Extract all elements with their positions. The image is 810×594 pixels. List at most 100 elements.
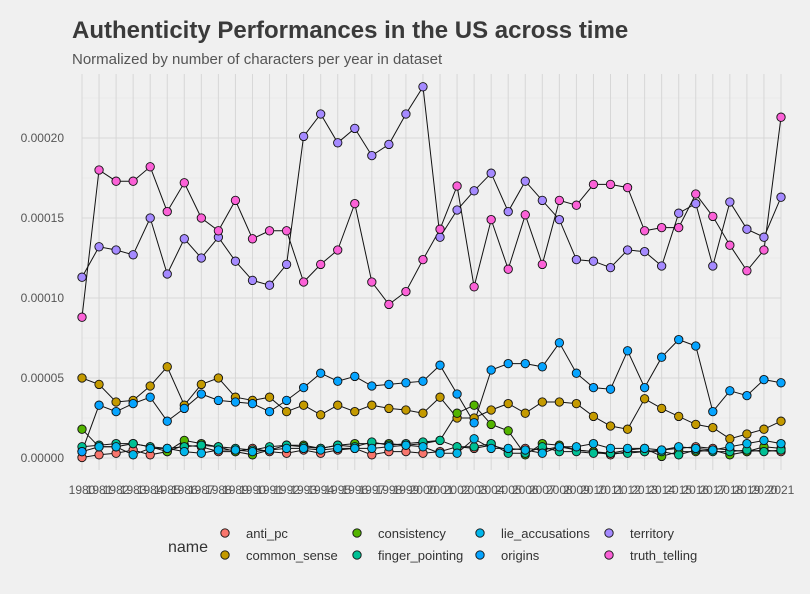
x-tick-label: 2011	[598, 483, 624, 497]
data-point-common_sense	[384, 403, 394, 414]
data-point-territory	[111, 245, 121, 255]
data-point-truth_telling	[401, 286, 411, 297]
series-points	[77, 82, 786, 463]
legend-key-origins	[475, 550, 485, 560]
data-point-lie_accusations	[196, 448, 206, 458]
data-point-territory	[264, 280, 275, 290]
data-point-consistency	[503, 426, 513, 436]
data-point-lie_accusations	[674, 442, 684, 452]
data-point-lie_accusations	[418, 442, 428, 452]
data-point-consistency	[77, 424, 87, 434]
data-point-common_sense	[418, 408, 428, 418]
data-point-truth_telling	[776, 112, 786, 122]
data-point-truth_telling	[469, 282, 479, 292]
data-point-truth_telling	[571, 200, 582, 210]
data-point-origins	[264, 406, 275, 417]
data-point-lie_accusations	[128, 450, 138, 460]
data-point-lie_accusations	[162, 443, 172, 454]
data-point-territory	[452, 205, 462, 215]
data-point-common_sense	[350, 406, 360, 417]
x-tick-label: 2002	[444, 483, 471, 497]
legend-key-territory	[604, 528, 614, 538]
data-point-origins	[179, 403, 189, 414]
data-point-territory	[742, 224, 752, 234]
data-point-origins	[333, 376, 343, 386]
data-point-origins	[571, 368, 582, 378]
data-point-truth_telling	[759, 245, 769, 255]
data-point-truth_telling	[537, 259, 547, 270]
data-point-territory	[316, 109, 326, 119]
data-point-common_sense	[281, 406, 292, 417]
data-point-origins	[162, 416, 172, 426]
data-point-lie_accusations	[657, 445, 667, 455]
data-point-lie_accusations	[435, 448, 445, 458]
data-point-truth_telling	[708, 211, 718, 222]
data-point-consistency	[452, 408, 462, 418]
data-point-origins	[588, 382, 599, 393]
x-tick-label: 2019	[734, 483, 761, 497]
data-point-territory	[639, 246, 650, 257]
x-tick-label: 1989	[222, 483, 249, 497]
x-tick-label: 1986	[171, 483, 198, 497]
legend-title: name	[168, 539, 208, 556]
x-tick-label: 2020	[751, 483, 778, 497]
x-tick-label: 2016	[682, 483, 709, 497]
data-point-territory	[776, 192, 786, 202]
data-point-origins	[725, 386, 735, 396]
data-point-lie_accusations	[452, 448, 462, 458]
legend-label-origins: origins	[501, 548, 540, 563]
data-point-common_sense	[401, 405, 411, 415]
data-point-common_sense	[264, 392, 275, 402]
legend-label-truth_telling: truth_telling	[630, 548, 697, 563]
data-point-common_sense	[605, 421, 616, 431]
data-point-common_sense	[691, 419, 701, 430]
data-point-truth_telling	[196, 213, 206, 223]
x-tick-label: 2003	[461, 483, 488, 497]
data-point-origins	[469, 418, 479, 428]
data-point-lie_accusations	[622, 443, 633, 454]
data-point-truth_telling	[162, 206, 172, 217]
data-point-lie_accusations	[111, 442, 121, 452]
data-point-common_sense	[145, 381, 155, 391]
data-point-truth_telling	[435, 224, 445, 234]
data-point-lie_accusations	[179, 446, 189, 457]
data-point-territory	[725, 197, 735, 207]
data-point-finger_pointing	[674, 450, 684, 460]
data-point-territory	[77, 272, 87, 282]
data-point-truth_telling	[725, 240, 735, 250]
data-point-territory	[298, 131, 309, 142]
data-point-origins	[622, 346, 633, 356]
data-point-truth_telling	[639, 226, 650, 236]
data-point-territory	[230, 256, 241, 266]
data-point-origins	[350, 371, 360, 382]
data-point-truth_telling	[247, 234, 258, 244]
data-point-truth_telling	[179, 178, 189, 188]
x-tick-label: 2015	[665, 483, 692, 497]
legend-label-lie_accusations: lie_accusations	[501, 526, 590, 541]
data-point-truth_telling	[77, 312, 87, 322]
data-point-lie_accusations	[776, 438, 786, 449]
data-point-origins	[77, 446, 87, 457]
data-point-origins	[691, 341, 701, 351]
data-point-origins	[605, 384, 616, 394]
data-point-truth_telling	[674, 222, 684, 233]
legend-key-common_sense	[220, 550, 230, 560]
data-point-lie_accusations	[230, 445, 241, 455]
data-point-territory	[674, 208, 684, 218]
y-tick-label: 0.00000	[21, 451, 65, 465]
data-point-common_sense	[537, 397, 547, 407]
legend-key-finger_pointing	[352, 550, 362, 560]
data-point-territory	[179, 234, 189, 244]
data-point-origins	[401, 378, 411, 388]
data-point-common_sense	[674, 411, 684, 422]
data-point-common_sense	[639, 394, 650, 404]
data-point-consistency	[486, 419, 496, 430]
data-point-truth_telling	[264, 226, 275, 236]
data-point-territory	[622, 245, 633, 255]
data-point-territory	[520, 176, 530, 186]
data-point-truth_telling	[145, 162, 155, 172]
data-point-territory	[247, 275, 258, 286]
x-tick-label: 2008	[546, 483, 573, 497]
data-point-truth_telling	[316, 259, 326, 270]
